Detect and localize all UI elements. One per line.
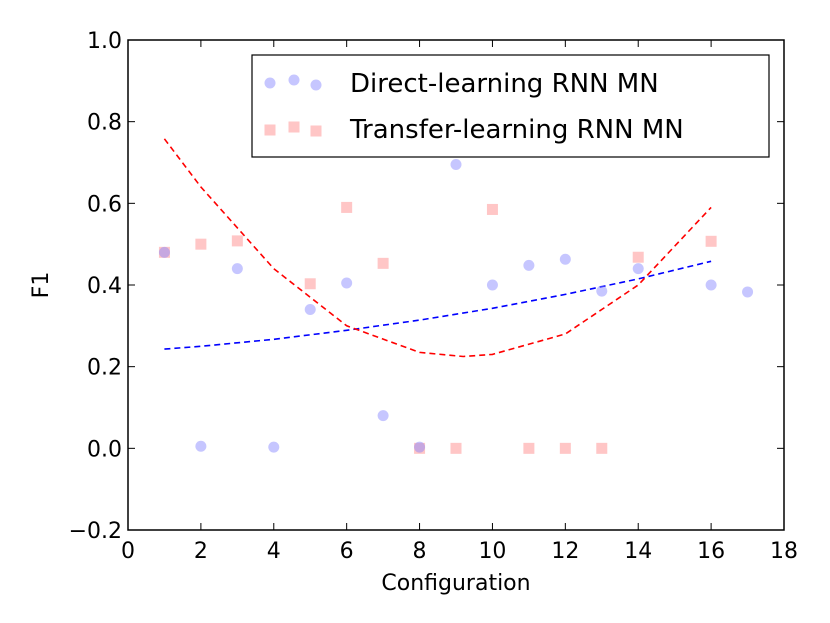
data-point-transfer bbox=[450, 442, 462, 454]
data-point-direct bbox=[158, 246, 170, 258]
data-point-direct bbox=[195, 440, 207, 452]
data-point-direct bbox=[341, 277, 353, 289]
trendline-layer bbox=[163, 138, 712, 358]
data-point-direct bbox=[450, 159, 462, 171]
data-points-layer bbox=[158, 159, 754, 454]
y-tick-label: 1.0 bbox=[87, 29, 122, 54]
x-tick-label: 14 bbox=[624, 539, 652, 564]
y-tick-label: 0.8 bbox=[87, 111, 122, 136]
x-tick-label: 18 bbox=[770, 539, 798, 564]
y-tick-label: 0.6 bbox=[87, 192, 122, 217]
data-point-direct bbox=[742, 286, 754, 298]
data-point-direct bbox=[268, 441, 280, 453]
data-point-transfer bbox=[559, 442, 571, 454]
y-axis-title: F1 bbox=[29, 272, 54, 299]
data-point-direct bbox=[414, 441, 426, 453]
data-point-transfer bbox=[158, 246, 170, 258]
x-tick-label: 6 bbox=[340, 539, 354, 564]
legend: Direct-learning RNN MN Transfer-learning… bbox=[251, 54, 770, 158]
data-point-transfer bbox=[341, 201, 353, 213]
data-point-direct bbox=[523, 259, 535, 271]
y-tick-label: 0.2 bbox=[87, 356, 122, 381]
legend-marker-transfer bbox=[310, 125, 322, 137]
legend-marker-transfer bbox=[288, 121, 300, 133]
data-point-transfer bbox=[231, 235, 243, 247]
data-point-transfer bbox=[195, 238, 207, 250]
data-point-transfer bbox=[486, 203, 498, 215]
x-tick-label: 2 bbox=[194, 539, 208, 564]
data-point-direct bbox=[559, 253, 571, 265]
data-point-transfer bbox=[596, 442, 608, 454]
trendline-transfer bbox=[163, 138, 712, 358]
data-point-transfer bbox=[377, 257, 389, 269]
data-point-direct bbox=[632, 263, 644, 275]
data-point-direct bbox=[304, 304, 316, 315]
data-point-direct bbox=[377, 410, 389, 422]
y-tick-label: 0.0 bbox=[87, 437, 122, 462]
data-point-direct bbox=[231, 263, 243, 275]
data-point-transfer bbox=[705, 235, 717, 247]
legend-marker-direct bbox=[264, 77, 276, 89]
legend-label-direct: Direct-learning RNN MN bbox=[350, 69, 659, 99]
x-tick-label: 12 bbox=[551, 539, 579, 564]
data-point-direct bbox=[596, 285, 608, 297]
data-point-transfer bbox=[414, 442, 426, 454]
x-tick-label: 0 bbox=[121, 539, 135, 564]
data-point-direct bbox=[705, 279, 717, 291]
legend-marker-direct bbox=[310, 79, 322, 91]
x-tick-label: 8 bbox=[413, 539, 427, 564]
y-tick-label: 0.4 bbox=[87, 274, 122, 299]
data-point-transfer bbox=[632, 251, 644, 263]
axis-ticks-layer: 0 2 4 6 8 10 12 14 16 18 −0.2 0.0 0.2 0.4 0.6 0.8 1.0 bbox=[69, 29, 798, 564]
data-point-transfer bbox=[523, 442, 535, 454]
x-tick-label: 16 bbox=[697, 539, 725, 564]
legend-marker-transfer bbox=[264, 124, 276, 136]
data-point-transfer bbox=[304, 278, 316, 290]
legend-box bbox=[251, 54, 770, 158]
data-point-direct bbox=[486, 279, 498, 291]
legend-markers bbox=[264, 74, 322, 137]
trendline-direct bbox=[164, 260, 712, 350]
x-tick-label: 10 bbox=[478, 539, 506, 564]
legend-label-transfer: Transfer-learning RNN MN bbox=[349, 115, 684, 145]
x-tick-label: 4 bbox=[267, 539, 281, 564]
y-tick-label: −0.2 bbox=[69, 519, 122, 544]
x-axis-title: Configuration bbox=[381, 571, 530, 596]
legend-marker-direct bbox=[288, 74, 300, 86]
